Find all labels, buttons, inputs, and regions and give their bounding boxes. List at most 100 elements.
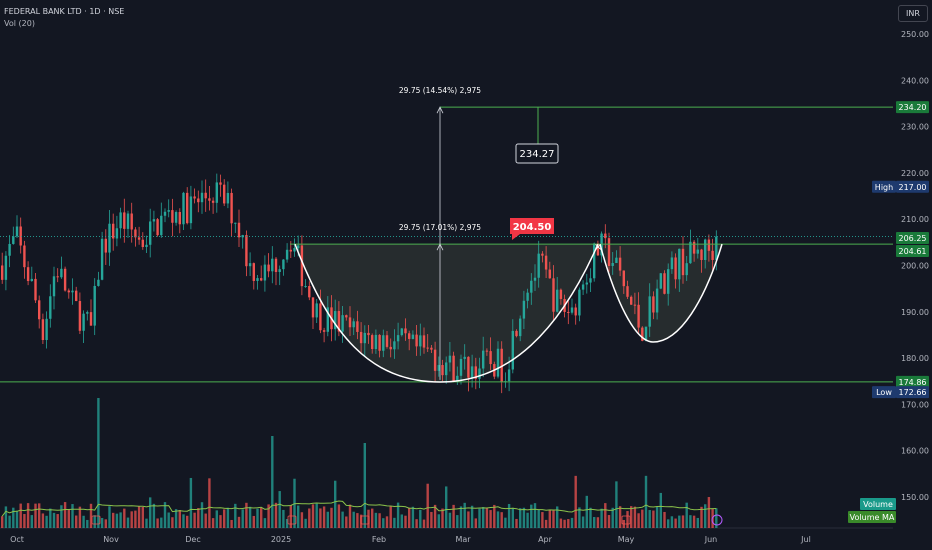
candle-body [578,289,581,316]
candle-body [489,351,492,365]
candle-body [60,268,63,278]
price-tag [896,101,929,114]
dividend-icon[interactable] [711,514,723,526]
cup-curve[interactable] [294,243,599,383]
price-axis[interactable]: 250.00 240.00 230.00 220.00 210.00 200.00 190.… [901,30,929,502]
volume-ma-legend-tag [848,511,896,523]
candle-body [544,255,548,270]
volume-bar [34,503,37,528]
volume-bar [308,508,311,528]
price-axis-tags[interactable]: 234.20 High 217.00 206.25 204.61 174.86 Low 172… [872,101,929,399]
volume-bar [378,513,381,528]
earnings-icon[interactable] [621,515,631,525]
volume-bar [567,519,570,528]
volume-bar [411,506,415,528]
volume-bar [589,507,592,528]
volume-bar [548,510,551,528]
price-tick-label: 190.00 [901,308,929,317]
candle-body [715,236,718,260]
volume-bar [563,519,566,528]
volume-bar [426,483,429,528]
price-tag-label: 204.61 [899,247,927,256]
candle-body [141,239,144,248]
candle-body [385,335,389,347]
volume-bar [371,508,374,528]
candle-body [633,304,637,306]
candle-body [137,237,141,240]
candle-body [337,311,341,332]
volume-bar [367,509,370,528]
volume-bar [30,515,33,528]
volume-bar [655,506,659,528]
candle-body [707,239,711,251]
volume-bar [552,510,555,528]
volume-bar [52,512,56,528]
candle-body [174,212,178,223]
currency-selector[interactable]: INR [898,5,928,22]
volume-bar [267,504,270,528]
volume-bar [689,515,692,528]
candle-body [267,264,270,272]
candle-body [574,307,577,316]
candle-body [655,288,659,313]
volume-bar [615,481,618,528]
volume-bar [515,518,518,528]
candle-body [348,317,352,328]
candle-body [237,222,241,238]
volume-bar [93,515,96,528]
volume-bar [511,507,514,528]
volume-bar [696,517,699,528]
volume-bar [485,507,489,528]
volume-bar [215,510,218,528]
candle-body [123,212,126,229]
volume-bar [415,519,418,528]
candle-body [260,278,263,281]
volume-bar [141,506,144,528]
volume-bar [86,519,89,528]
volume-bar [282,509,285,528]
volume-bar [437,514,440,528]
time-axis[interactable]: Oct Nov Dec 2025 Feb Mar Apr May Jun Jul [10,535,811,544]
volume-bar [12,507,15,528]
volume-legend-label: Volume [863,500,893,509]
volume-bar [241,509,244,528]
volume-bar [100,518,104,528]
neck-price-tag[interactable] [510,218,554,240]
candle-body [71,290,74,293]
volume-bar [326,511,329,528]
volume-bar [271,436,274,528]
earnings-icon[interactable] [360,515,370,525]
target-callout-box[interactable] [515,143,559,164]
volume-bar [23,514,26,528]
volume-series[interactable] [1,398,718,528]
candle-body [533,277,537,281]
candle-body [548,269,551,279]
handle-curve[interactable] [599,243,723,343]
volume-bar [441,508,444,528]
candle-body [396,335,400,342]
volume-bar [456,515,459,528]
candle-body [593,243,596,279]
candle-body [570,307,574,313]
candle-body [223,184,226,204]
candle-body [607,238,611,266]
candle-body [596,243,600,256]
time-tick-label: May [618,535,635,544]
candle-body [322,330,326,332]
candle-body [670,257,674,270]
volume-legend[interactable]: Volume Volume MA [848,498,896,523]
candle-body [152,219,156,222]
candle-body [581,284,585,290]
volume-bar [245,502,248,528]
volume-bar [226,507,230,528]
candle-body [404,328,407,334]
candle-body [478,368,481,379]
volume-bar [496,511,500,528]
earnings-icon[interactable] [287,515,297,525]
earnings-icon[interactable] [91,515,101,525]
candle-body [315,303,318,318]
volume-bar [322,506,326,528]
candle-body [378,334,381,351]
